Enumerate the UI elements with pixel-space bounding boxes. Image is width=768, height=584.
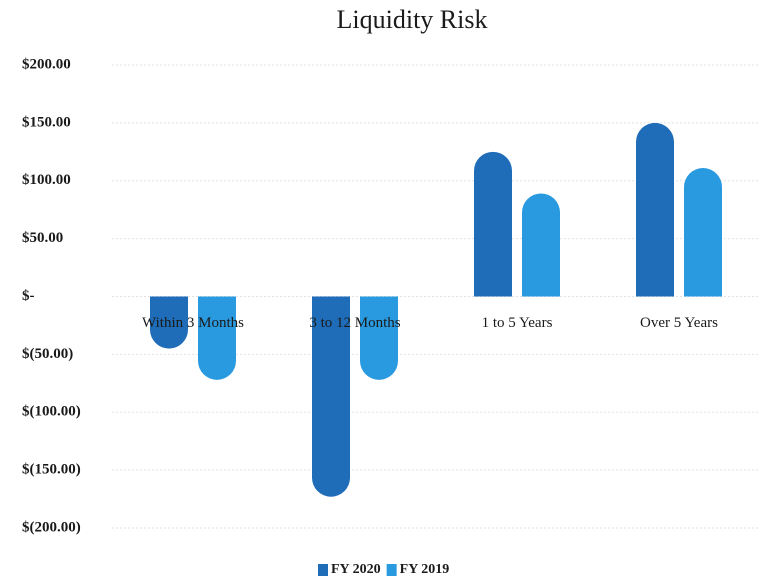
bar <box>360 296 398 380</box>
chart-title: Liquidity Risk <box>337 5 488 34</box>
y-tick-label: $(50.00) <box>22 346 73 362</box>
y-tick-label: $(200.00) <box>22 519 81 535</box>
bar <box>522 193 560 297</box>
y-tick-label: $200.00 <box>22 56 71 72</box>
legend-swatch <box>318 564 328 576</box>
y-tick-label: $50.00 <box>22 230 63 246</box>
y-tick-label: $150.00 <box>22 114 71 130</box>
bar <box>150 296 188 349</box>
y-tick-label: $(100.00) <box>22 404 81 420</box>
x-tick-label: Within 3 Months <box>142 315 244 331</box>
bar <box>474 151 512 297</box>
legend-label: FY 2019 <box>400 562 450 577</box>
bar <box>636 122 674 297</box>
y-tick-label: $100.00 <box>22 172 71 188</box>
legend-label: FY 2020 <box>331 562 381 577</box>
bar <box>312 296 350 497</box>
x-tick-label: Over 5 Years <box>640 315 718 331</box>
bar <box>684 168 722 297</box>
x-tick-label: 3 to 12 Months <box>309 315 400 331</box>
bar <box>198 296 236 380</box>
y-tick-label: $(150.00) <box>22 462 81 478</box>
legend-swatch <box>386 564 397 576</box>
x-tick-label: 1 to 5 Years <box>482 315 553 331</box>
y-tick-label: $- <box>22 288 35 304</box>
